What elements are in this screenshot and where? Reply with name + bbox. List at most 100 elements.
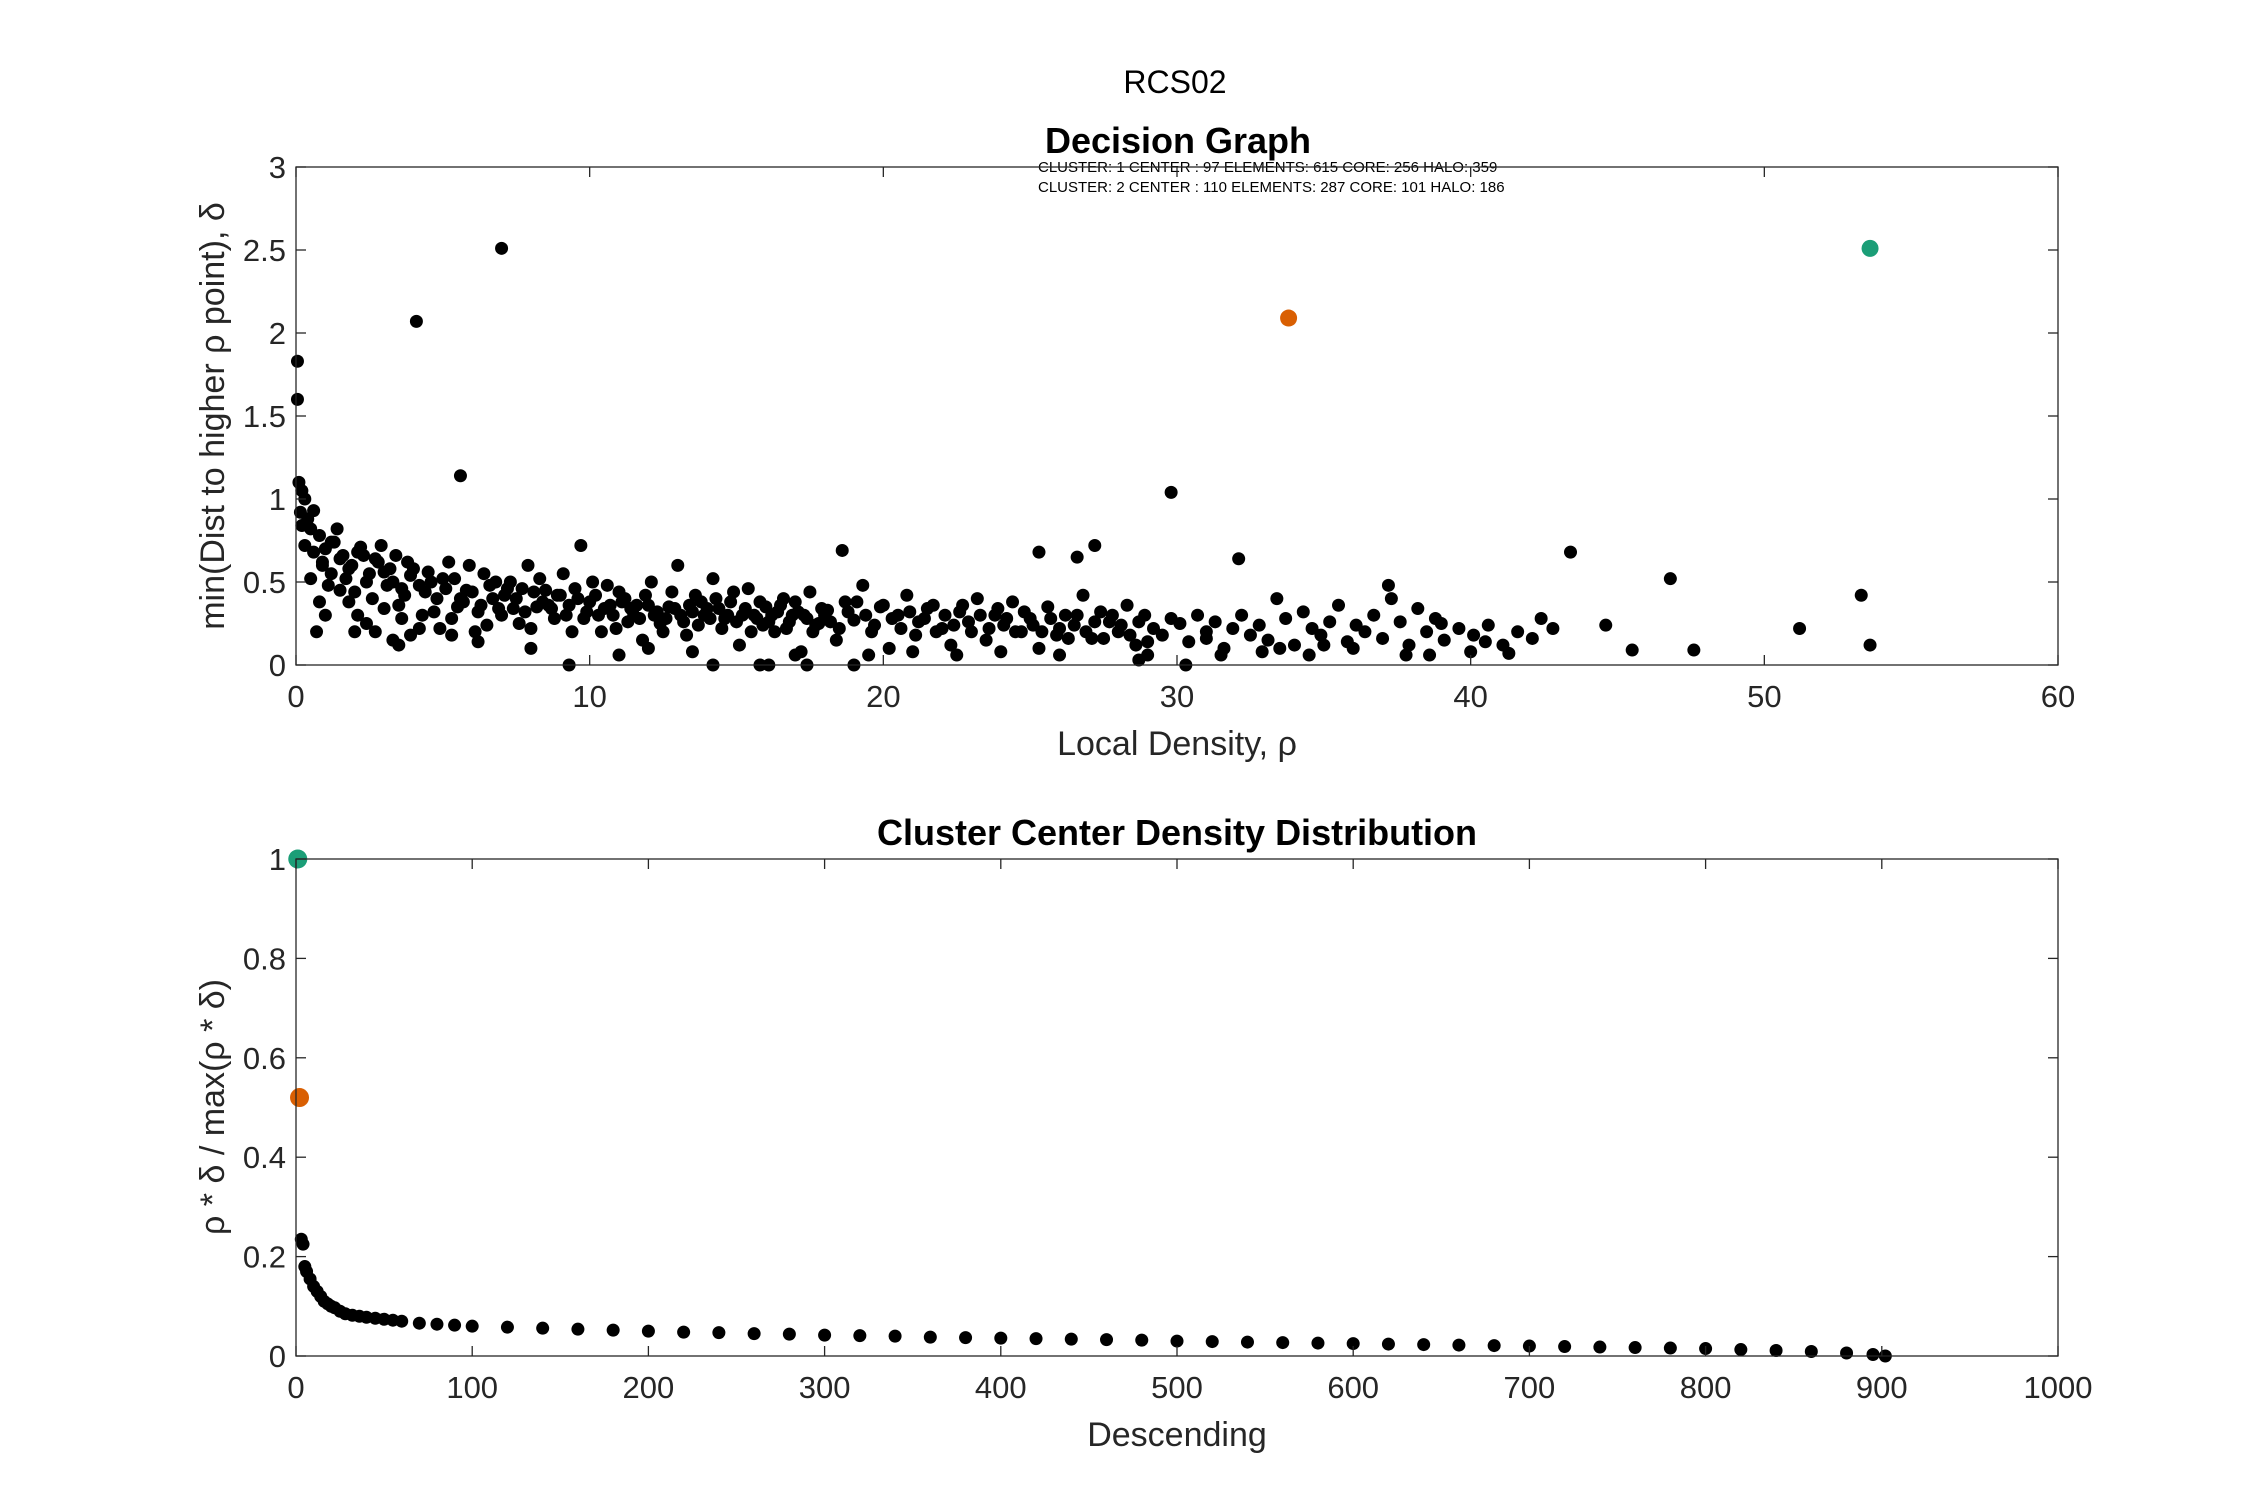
- x-tick-label: 40: [1453, 679, 1487, 714]
- data-point: [324, 567, 338, 581]
- data-point: [659, 612, 673, 626]
- data-point: [677, 1325, 691, 1339]
- data-point: [290, 354, 304, 368]
- data-point: [448, 1318, 462, 1332]
- data-point: [1235, 608, 1249, 622]
- data-point: [850, 595, 864, 609]
- decision-graph-xlabel: Local Density, ρ: [1057, 725, 1297, 763]
- data-point: [1214, 648, 1228, 662]
- data-point: [685, 605, 699, 619]
- data-point: [1226, 621, 1240, 635]
- decision-graph-ylabel: min(Dist to higher ρ point), δ: [194, 202, 232, 630]
- data-point: [906, 645, 920, 659]
- data-point: [298, 538, 312, 552]
- data-point: [1511, 625, 1525, 639]
- y-tick-label: 0.2: [243, 1240, 286, 1275]
- x-tick-label: 1000: [2024, 1370, 2093, 1405]
- data-point: [445, 628, 459, 642]
- data-point: [1625, 643, 1639, 657]
- data-point: [876, 598, 890, 612]
- data-point: [1276, 1336, 1290, 1350]
- data-point: [1053, 621, 1067, 635]
- data-point: [442, 555, 456, 569]
- data-point: [894, 621, 908, 635]
- data-point: [782, 1327, 796, 1341]
- data-point: [1155, 628, 1169, 642]
- data-point: [606, 1323, 620, 1337]
- data-point: [574, 538, 588, 552]
- data-point: [333, 583, 347, 597]
- data-point: [1525, 631, 1539, 645]
- data-point: [920, 602, 934, 616]
- data-point: [348, 585, 362, 599]
- data-point: [312, 595, 326, 609]
- x-tick-label: 60: [2041, 679, 2075, 714]
- data-point: [1255, 645, 1269, 659]
- y-tick-label: 0.5: [243, 565, 286, 600]
- data-point: [1026, 618, 1040, 632]
- data-point: [536, 1321, 550, 1335]
- data-point: [982, 621, 996, 635]
- data-point: [1270, 592, 1284, 606]
- data-point: [495, 241, 509, 255]
- data-point: [1628, 1341, 1642, 1355]
- data-point: [1035, 625, 1049, 639]
- data-point: [1170, 1334, 1184, 1348]
- data-point: [1135, 1333, 1149, 1347]
- data-point: [641, 598, 655, 612]
- data-point: [1252, 618, 1266, 632]
- data-point: [333, 552, 347, 566]
- data-point: [727, 585, 741, 599]
- data-point: [506, 602, 520, 616]
- data-point: [471, 635, 485, 649]
- data-point: [835, 543, 849, 557]
- data-point: [1384, 592, 1398, 606]
- density-distribution-xlabel: Descending: [1087, 1416, 1267, 1454]
- decision-graph-frame: [295, 166, 2059, 666]
- data-point: [445, 612, 459, 626]
- data-point: [1402, 638, 1416, 652]
- data-point: [1173, 617, 1187, 630]
- data-point: [465, 1319, 479, 1333]
- data-point: [368, 625, 382, 639]
- data-point: [556, 567, 570, 581]
- data-point: [888, 1329, 902, 1343]
- density-distribution-frame: [295, 858, 2059, 1357]
- data-point: [838, 595, 852, 609]
- data-point: [633, 612, 647, 626]
- data-point: [401, 555, 415, 569]
- data-point: [912, 615, 926, 629]
- x-tick-label: 500: [1151, 1370, 1203, 1405]
- data-point: [453, 469, 467, 483]
- data-point: [1452, 1338, 1466, 1352]
- data-point: [1141, 648, 1155, 662]
- data-point: [515, 582, 529, 596]
- decision-graph-title: Decision Graph: [1045, 120, 1311, 161]
- data-point: [547, 612, 561, 626]
- density-distribution-ylabel: ρ * δ / max(ρ * δ): [194, 979, 232, 1235]
- data-point: [956, 598, 970, 612]
- data-point: [1094, 605, 1108, 619]
- data-point: [929, 625, 943, 639]
- data-point: [427, 605, 441, 619]
- x-tick-label: 200: [623, 1370, 675, 1405]
- data-point: [527, 585, 541, 599]
- data-point: [439, 582, 453, 596]
- data-point: [1141, 635, 1155, 649]
- data-point: [1000, 612, 1014, 626]
- data-point: [685, 645, 699, 659]
- data-point: [853, 1329, 867, 1343]
- data-point: [606, 608, 620, 622]
- data-point: [559, 608, 573, 622]
- data-point: [524, 641, 538, 655]
- data-point: [492, 602, 506, 616]
- data-point: [944, 638, 958, 652]
- data-point: [680, 628, 694, 642]
- data-point: [571, 1322, 585, 1336]
- data-point: [1079, 625, 1093, 639]
- data-point: [747, 608, 761, 622]
- data-point: [580, 605, 594, 619]
- data-point: [832, 621, 846, 635]
- data-point: [1417, 1338, 1431, 1352]
- data-point: [1044, 612, 1058, 626]
